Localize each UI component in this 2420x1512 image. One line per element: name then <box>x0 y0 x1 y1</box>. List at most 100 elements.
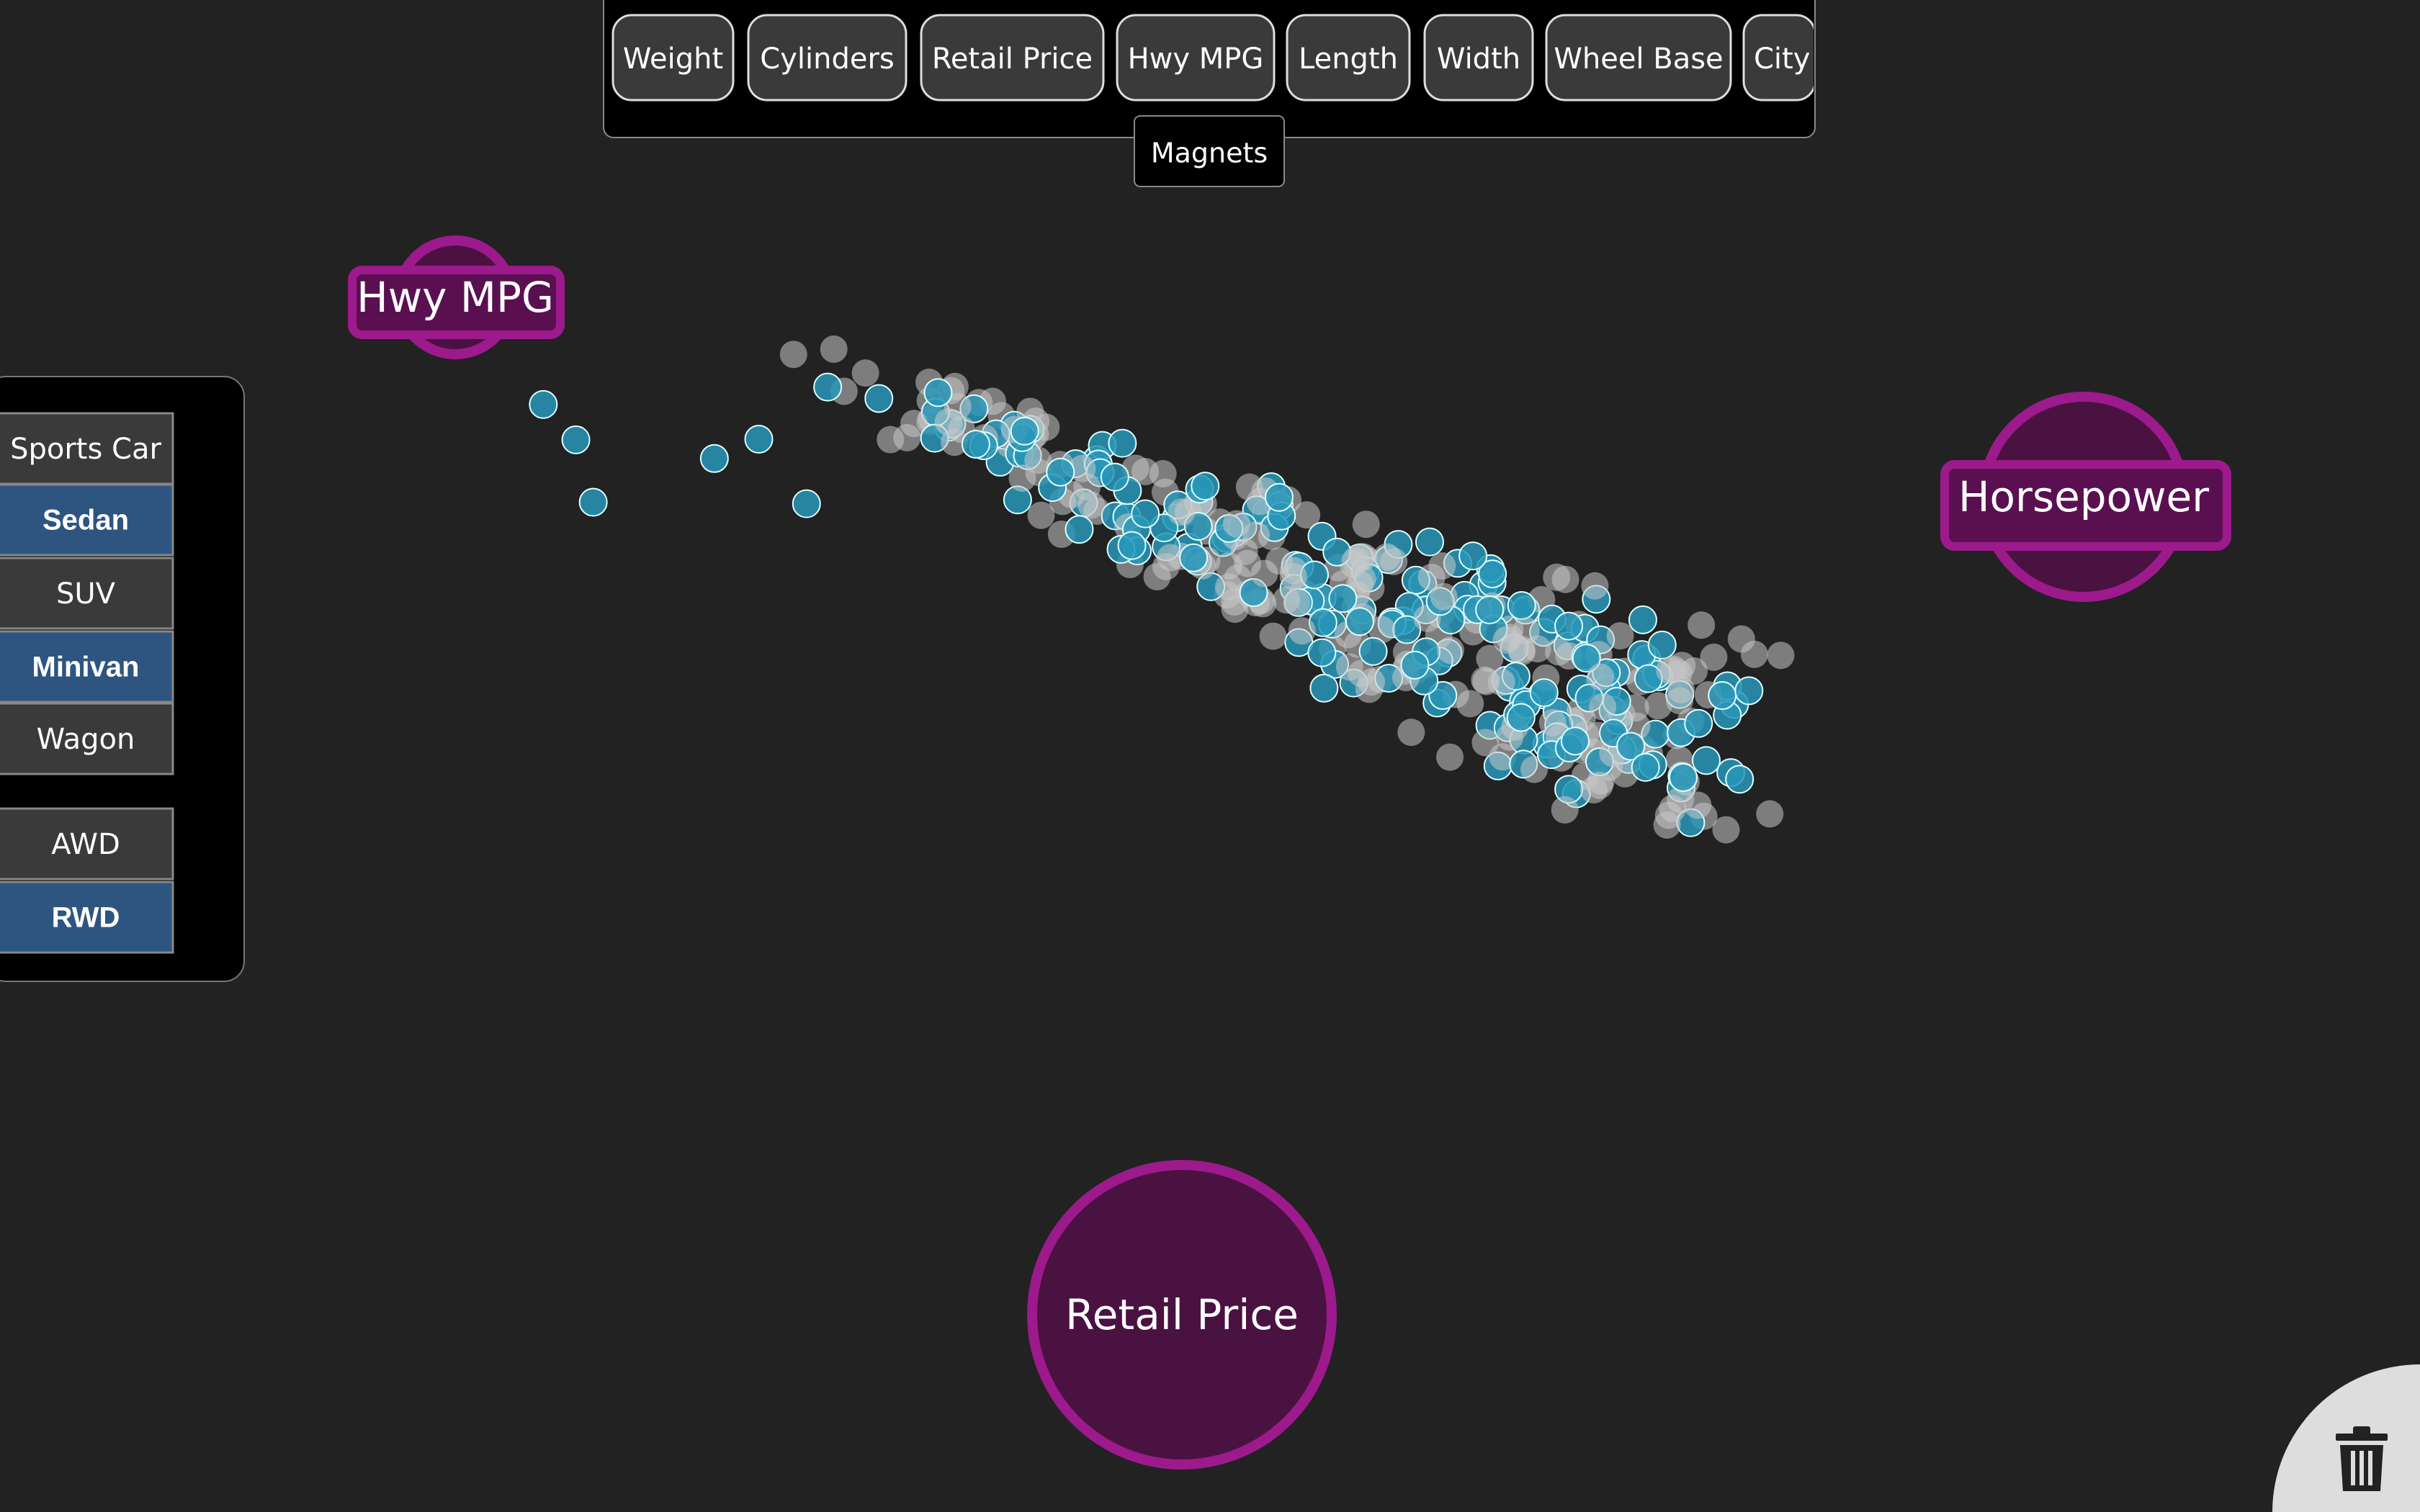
car-dot <box>792 489 821 518</box>
car-dot <box>961 429 990 459</box>
car-dot <box>529 390 558 419</box>
filter-label: RWD <box>52 902 120 934</box>
car-dot <box>1273 586 1301 614</box>
car-dot <box>1725 765 1754 794</box>
scatter <box>529 335 1795 844</box>
car-dot <box>1307 638 1337 667</box>
car-dot <box>1572 644 1601 673</box>
car-dot <box>1436 743 1464 771</box>
car-dot <box>1587 663 1615 691</box>
car-dot <box>864 384 894 413</box>
car-dot <box>1644 692 1672 720</box>
car-dot <box>1024 446 1052 474</box>
car-dot <box>1168 498 1196 526</box>
filter-button[interactable] <box>0 807 174 881</box>
car-dot <box>1358 668 1386 696</box>
car-dot <box>1179 543 1209 572</box>
magnet-label-box <box>1940 460 2231 551</box>
car-dot <box>1117 531 1147 560</box>
car-dot <box>941 428 969 456</box>
car-dot <box>1191 472 1220 501</box>
magnet-label: Horsepower <box>1958 472 2209 521</box>
car-dot <box>1712 816 1740 844</box>
field-button-label: Wheel Base <box>1554 42 1723 76</box>
field-button-label: Width <box>1437 42 1520 76</box>
car-dot <box>1221 595 1249 624</box>
field-button[interactable] <box>1742 14 1815 102</box>
filter-label: Minivan <box>32 652 140 683</box>
car-dot <box>923 378 953 408</box>
car-dot <box>561 425 591 454</box>
trash-icon <box>2336 1426 2388 1491</box>
magnets-tab[interactable] <box>1134 115 1285 187</box>
car-dot <box>1554 611 1584 641</box>
car-dot <box>1734 676 1764 706</box>
field-button[interactable] <box>1116 14 1276 102</box>
filter-button[interactable] <box>0 557 174 630</box>
car-dot <box>1506 703 1536 732</box>
magnet-label: Retail Price <box>1065 1290 1299 1339</box>
car-dot <box>1551 796 1579 824</box>
car-dot <box>1250 559 1278 588</box>
filter-label: Wagon <box>37 723 135 756</box>
car-dot <box>1397 719 1425 747</box>
car-dot <box>1476 644 1504 672</box>
car-dot <box>1065 515 1094 544</box>
toolbar-buttons: Weight Cylinders Retail Price Hwy MPG Length… <box>611 14 1815 102</box>
field-button-label: City <box>1754 42 1810 76</box>
filter-button[interactable] <box>0 881 174 954</box>
field-button-label: Hwy MPG <box>1128 42 1264 76</box>
car-dot <box>1478 559 1507 589</box>
car-dot <box>1131 499 1160 528</box>
field-button[interactable] <box>1286 14 1411 102</box>
filter-label: Sedan <box>42 505 129 536</box>
car-dot <box>1430 582 1458 611</box>
filter-button[interactable] <box>0 630 174 703</box>
car-dot <box>1068 454 1096 482</box>
filter-label: Sports Car <box>10 433 161 466</box>
car-dot <box>1579 775 1608 804</box>
field-button-label: Weight <box>623 42 723 76</box>
car-dot <box>1368 616 1396 644</box>
car-dot <box>1507 638 1536 666</box>
filter-button[interactable] <box>0 412 174 485</box>
car-dot <box>1046 457 1075 487</box>
field-button-label: Length <box>1299 42 1398 76</box>
car-dot <box>1131 457 1160 485</box>
magnet[interactable] <box>1027 1160 1337 1470</box>
field-button-label: Cylinders <box>760 42 894 76</box>
car-dot <box>699 444 729 473</box>
car-dot <box>813 372 843 402</box>
car-dot <box>1581 572 1609 600</box>
field-button[interactable] <box>1545 14 1732 102</box>
car-dot <box>1279 562 1307 590</box>
car-dot <box>1475 595 1505 625</box>
car-dot <box>1259 622 1287 650</box>
car-dot <box>1628 605 1657 634</box>
car-dot <box>1740 640 1768 668</box>
car-dot <box>1288 617 1316 645</box>
car-dot <box>1606 622 1634 650</box>
car-dot <box>1665 687 1693 715</box>
car-dot <box>1373 543 1401 571</box>
car-dot <box>1700 643 1728 671</box>
car-dot <box>744 424 774 454</box>
magnet-label: Hwy MPG <box>357 273 554 322</box>
car-dot <box>1352 510 1380 539</box>
filter-button[interactable] <box>0 483 174 557</box>
car-dot <box>1415 527 1444 557</box>
car-dot <box>1458 541 1488 571</box>
field-button[interactable] <box>611 14 735 102</box>
car-dot <box>1691 746 1721 775</box>
field-button[interactable] <box>920 14 1105 102</box>
car-dot <box>1656 657 1684 685</box>
filter-button[interactable] <box>0 702 174 775</box>
field-button[interactable] <box>1423 14 1534 102</box>
car-dot <box>820 335 848 363</box>
field-button[interactable] <box>747 14 908 102</box>
car-dot <box>1616 732 1646 761</box>
car-dot <box>1684 708 1713 738</box>
car-dot <box>1242 521 1270 549</box>
car-dot <box>900 410 928 438</box>
